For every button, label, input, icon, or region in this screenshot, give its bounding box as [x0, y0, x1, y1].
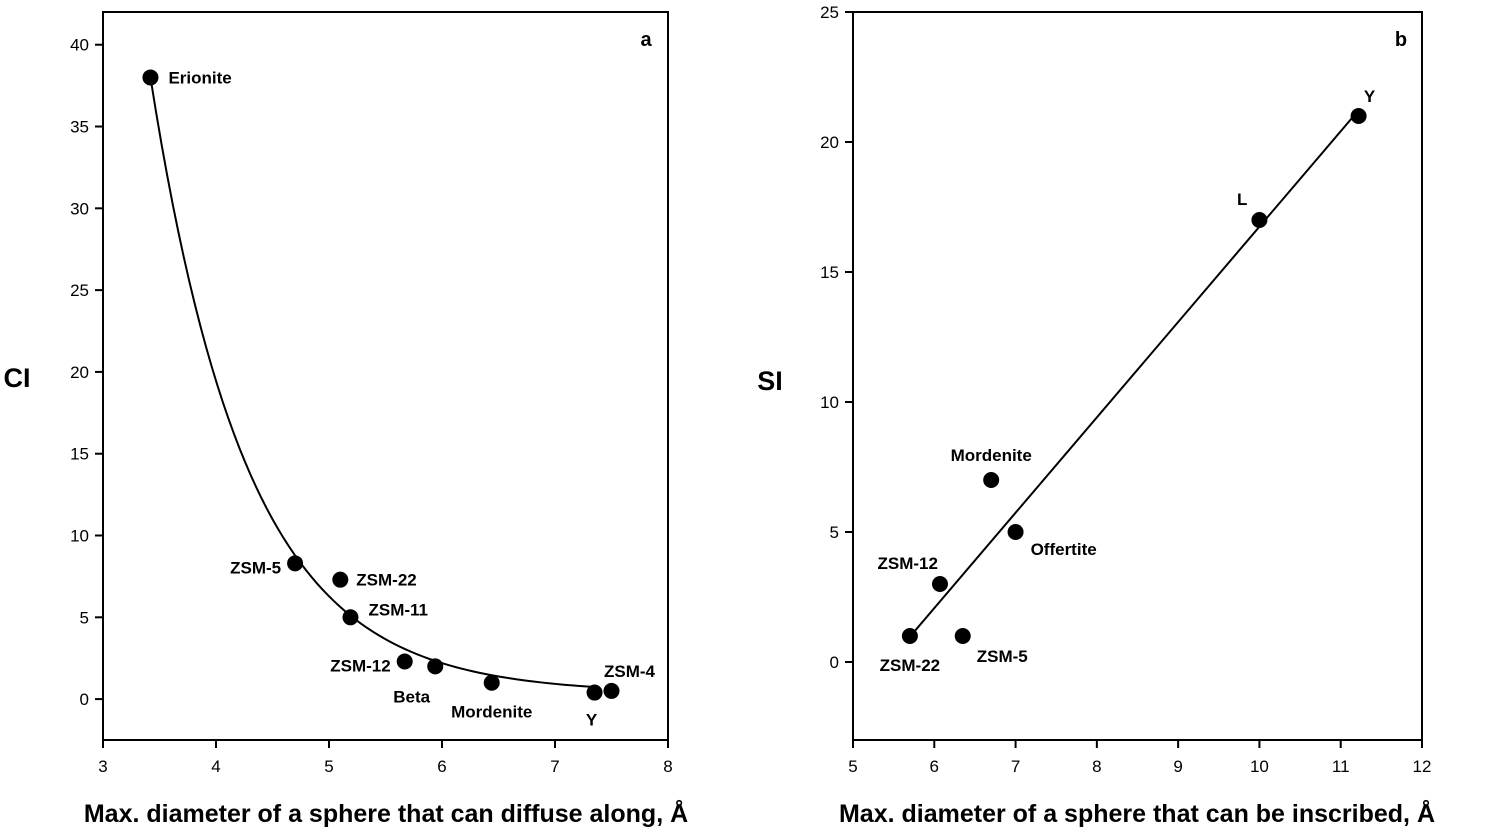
- point-label-zsm-12: ZSM-12: [878, 554, 938, 573]
- fit-line: [149, 77, 595, 689]
- panel-a-letter: a: [640, 29, 652, 51]
- x-tick-label: 10: [1250, 757, 1269, 776]
- x-tick-label: 12: [1413, 757, 1432, 776]
- y-tick-label: 0: [80, 690, 89, 709]
- y-tick-label: 20: [820, 133, 839, 152]
- data-point-offertite: [1007, 524, 1024, 540]
- y-tick-label: 20: [70, 363, 89, 382]
- y-tick-label: 35: [70, 118, 89, 137]
- data-point-l: [1251, 212, 1268, 228]
- y-tick-label: 10: [70, 527, 89, 546]
- x-tick-label: 6: [437, 757, 446, 776]
- point-label-zsm-22: ZSM-22: [356, 571, 416, 590]
- point-label-mordenite: Mordenite: [951, 446, 1032, 465]
- panel-b-plot-frame: [852, 11, 1423, 741]
- data-point-y: [586, 684, 603, 701]
- x-tick-label: 6: [930, 757, 939, 776]
- point-label-zsm-5: ZSM-5: [977, 647, 1028, 666]
- panel-b-y-axis-title: SI: [757, 366, 783, 396]
- point-label-l: L: [1237, 190, 1247, 209]
- fit-line: [909, 109, 1360, 638]
- x-tick-label: 8: [1092, 757, 1101, 776]
- panel-a-plot-frame: [102, 11, 669, 741]
- x-tick-label: 8: [663, 757, 672, 776]
- data-point-zsm-22: [332, 571, 349, 588]
- data-point-erionite: [142, 69, 159, 86]
- y-tick-label: 5: [830, 523, 839, 542]
- data-point-zsm-12: [931, 576, 948, 592]
- x-tick-label: 3: [98, 757, 107, 776]
- point-label-mordenite: Mordenite: [451, 703, 532, 722]
- point-label-y: Y: [1364, 87, 1376, 106]
- y-tick-label: 25: [820, 3, 839, 22]
- y-tick-label: 5: [80, 608, 89, 627]
- panel-b-letter: b: [1395, 29, 1407, 51]
- panel-a-y-axis-title: CI: [4, 363, 31, 393]
- point-label-beta: Beta: [393, 687, 430, 706]
- x-tick-label: 7: [1011, 757, 1020, 776]
- data-point-beta: [427, 658, 444, 675]
- x-tick-label: 5: [324, 757, 333, 776]
- y-tick-label: 15: [70, 445, 89, 464]
- y-tick-label: 15: [820, 263, 839, 282]
- panel-a-x-axis-title: Max. diameter of a sphere that can diffu…: [84, 799, 688, 828]
- x-tick-label: 5: [848, 757, 857, 776]
- data-point-mordenite: [483, 674, 500, 691]
- point-label-erionite: Erionite: [168, 68, 231, 87]
- y-tick-label: 40: [70, 36, 89, 55]
- data-point-zsm-4: [603, 682, 620, 699]
- data-point-zsm-5: [954, 628, 971, 644]
- x-tick-label: 9: [1173, 757, 1182, 776]
- point-label-zsm-22: ZSM-22: [880, 656, 940, 675]
- panel-b-x-axis-title: Max. diameter of a sphere that can be in…: [839, 799, 1435, 828]
- x-tick-label: 4: [211, 757, 220, 776]
- point-label-zsm-12: ZSM-12: [330, 656, 390, 675]
- x-tick-label: 11: [1332, 757, 1350, 776]
- data-point-zsm-12: [396, 653, 413, 670]
- data-point-zsm-22: [901, 628, 918, 644]
- y-tick-label: 0: [830, 653, 839, 672]
- panel-b-chart: 5 6 7 8 9 10 11 12 0 5 10 15 20 25 ZSM-22 ZSM-12 ZSM-5 M…: [757, 3, 1435, 828]
- point-label-offertite: Offertite: [1031, 540, 1097, 559]
- data-point-y: [1350, 108, 1367, 124]
- x-tick-label: 7: [550, 757, 559, 776]
- data-point-mordenite: [983, 472, 1000, 488]
- data-point-zsm-11: [342, 609, 359, 626]
- panel-a-chart: 3 4 5 6 7 8 0 5 10 15 20 25 30 35 40 Erionite ZSM-5 ZSM-…: [4, 11, 688, 828]
- point-label-zsm-5: ZSM-5: [230, 558, 281, 577]
- y-tick-label: 25: [70, 281, 89, 300]
- point-label-zsm-11: ZSM-11: [368, 600, 428, 619]
- point-label-zsm-4: ZSM-4: [604, 662, 656, 681]
- y-tick-label: 10: [820, 393, 839, 412]
- data-point-zsm-5: [287, 555, 304, 572]
- point-label-y: Y: [586, 711, 598, 730]
- y-tick-label: 30: [70, 199, 89, 218]
